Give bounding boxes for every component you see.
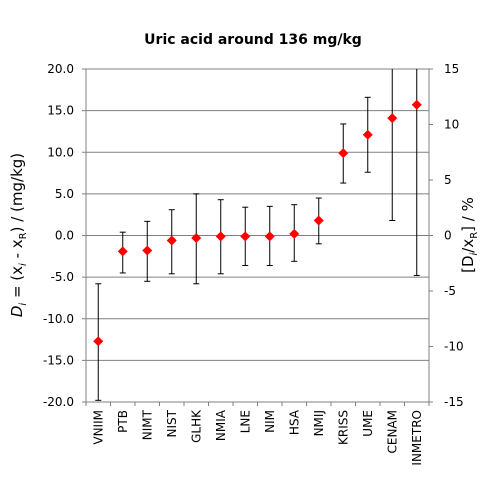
y-axis-label-left: Di = (xi - xR) / (mg/kg) <box>8 153 29 317</box>
data-point-cenam <box>387 113 398 124</box>
x-tick-label: NMIA <box>214 409 228 441</box>
x-tick-label: HSA <box>287 409 301 435</box>
x-tick-label: LNE <box>238 410 252 433</box>
right-tick-label: -5 <box>444 284 456 298</box>
x-tick-label: PTB <box>116 410 130 433</box>
x-tick-label: NIM <box>263 410 277 433</box>
left-tick-label: 10.0 <box>47 145 74 159</box>
left-tick-label: -10.0 <box>43 312 74 326</box>
left-tick-label: 0.0 <box>55 229 74 243</box>
data-point-vniim <box>93 336 104 347</box>
x-tick-label: NIST <box>165 409 179 437</box>
data-point-lne <box>240 231 251 242</box>
error-bars <box>95 69 420 401</box>
data-point-nimt <box>142 245 153 256</box>
x-tick-label: VNIIM <box>91 410 105 445</box>
x-tick-label: CENAM <box>385 410 399 454</box>
right-tick-label: 15 <box>444 62 459 76</box>
left-tick-label: 20.0 <box>47 62 74 76</box>
right-tick-label: 5 <box>444 173 452 187</box>
x-tick-label: NIMT <box>140 409 154 440</box>
data-point-nmij <box>313 215 324 226</box>
chart-title: Uric acid around 136 mg/kg <box>144 32 362 48</box>
right-tick-label: 10 <box>444 118 459 132</box>
data-point-kriss <box>338 148 349 159</box>
x-tick-label: INMETRO <box>410 410 424 466</box>
x-tick-label: GLHK <box>189 409 203 443</box>
left-tick-label: -5.0 <box>51 270 74 284</box>
data-points <box>93 99 422 347</box>
x-tick-label: UME <box>361 410 375 437</box>
data-point-nmia <box>215 231 226 242</box>
data-point-hsa <box>289 228 300 239</box>
right-tick-label: -15 <box>444 395 464 409</box>
data-point-ptb <box>117 246 128 257</box>
right-tick-label: 0 <box>444 229 452 243</box>
x-tick-label: KRISS <box>336 410 350 445</box>
left-axis-ticks: 20.0 15.0 10.0 5.0 0.0 -5.0 -10.0 -15.0 -20.0 <box>43 62 86 409</box>
left-tick-label: -20.0 <box>43 395 74 409</box>
x-tick-label: NMIJ <box>312 410 326 436</box>
right-tick-label: -10 <box>444 340 464 354</box>
grid-lines <box>86 110 429 361</box>
left-tick-label: -15.0 <box>43 353 74 367</box>
y-axis-label-right: [Di/xR] / % <box>459 197 480 273</box>
left-tick-label: 5.0 <box>55 187 74 201</box>
data-point-inmetro <box>411 99 422 110</box>
data-point-nim <box>264 231 275 242</box>
data-point-ume <box>362 129 373 140</box>
left-tick-label: 15.0 <box>47 104 74 118</box>
x-axis-ticks: VNIIM PTB NIMT NIST GLHK NMIA LNE NIM HSA NMIJ KRI… <box>85 402 430 466</box>
data-point-glhk <box>191 232 202 243</box>
right-axis-ticks: 15 10 5 0 -5 -10 -15 <box>429 62 464 409</box>
data-point-nist <box>166 235 177 246</box>
